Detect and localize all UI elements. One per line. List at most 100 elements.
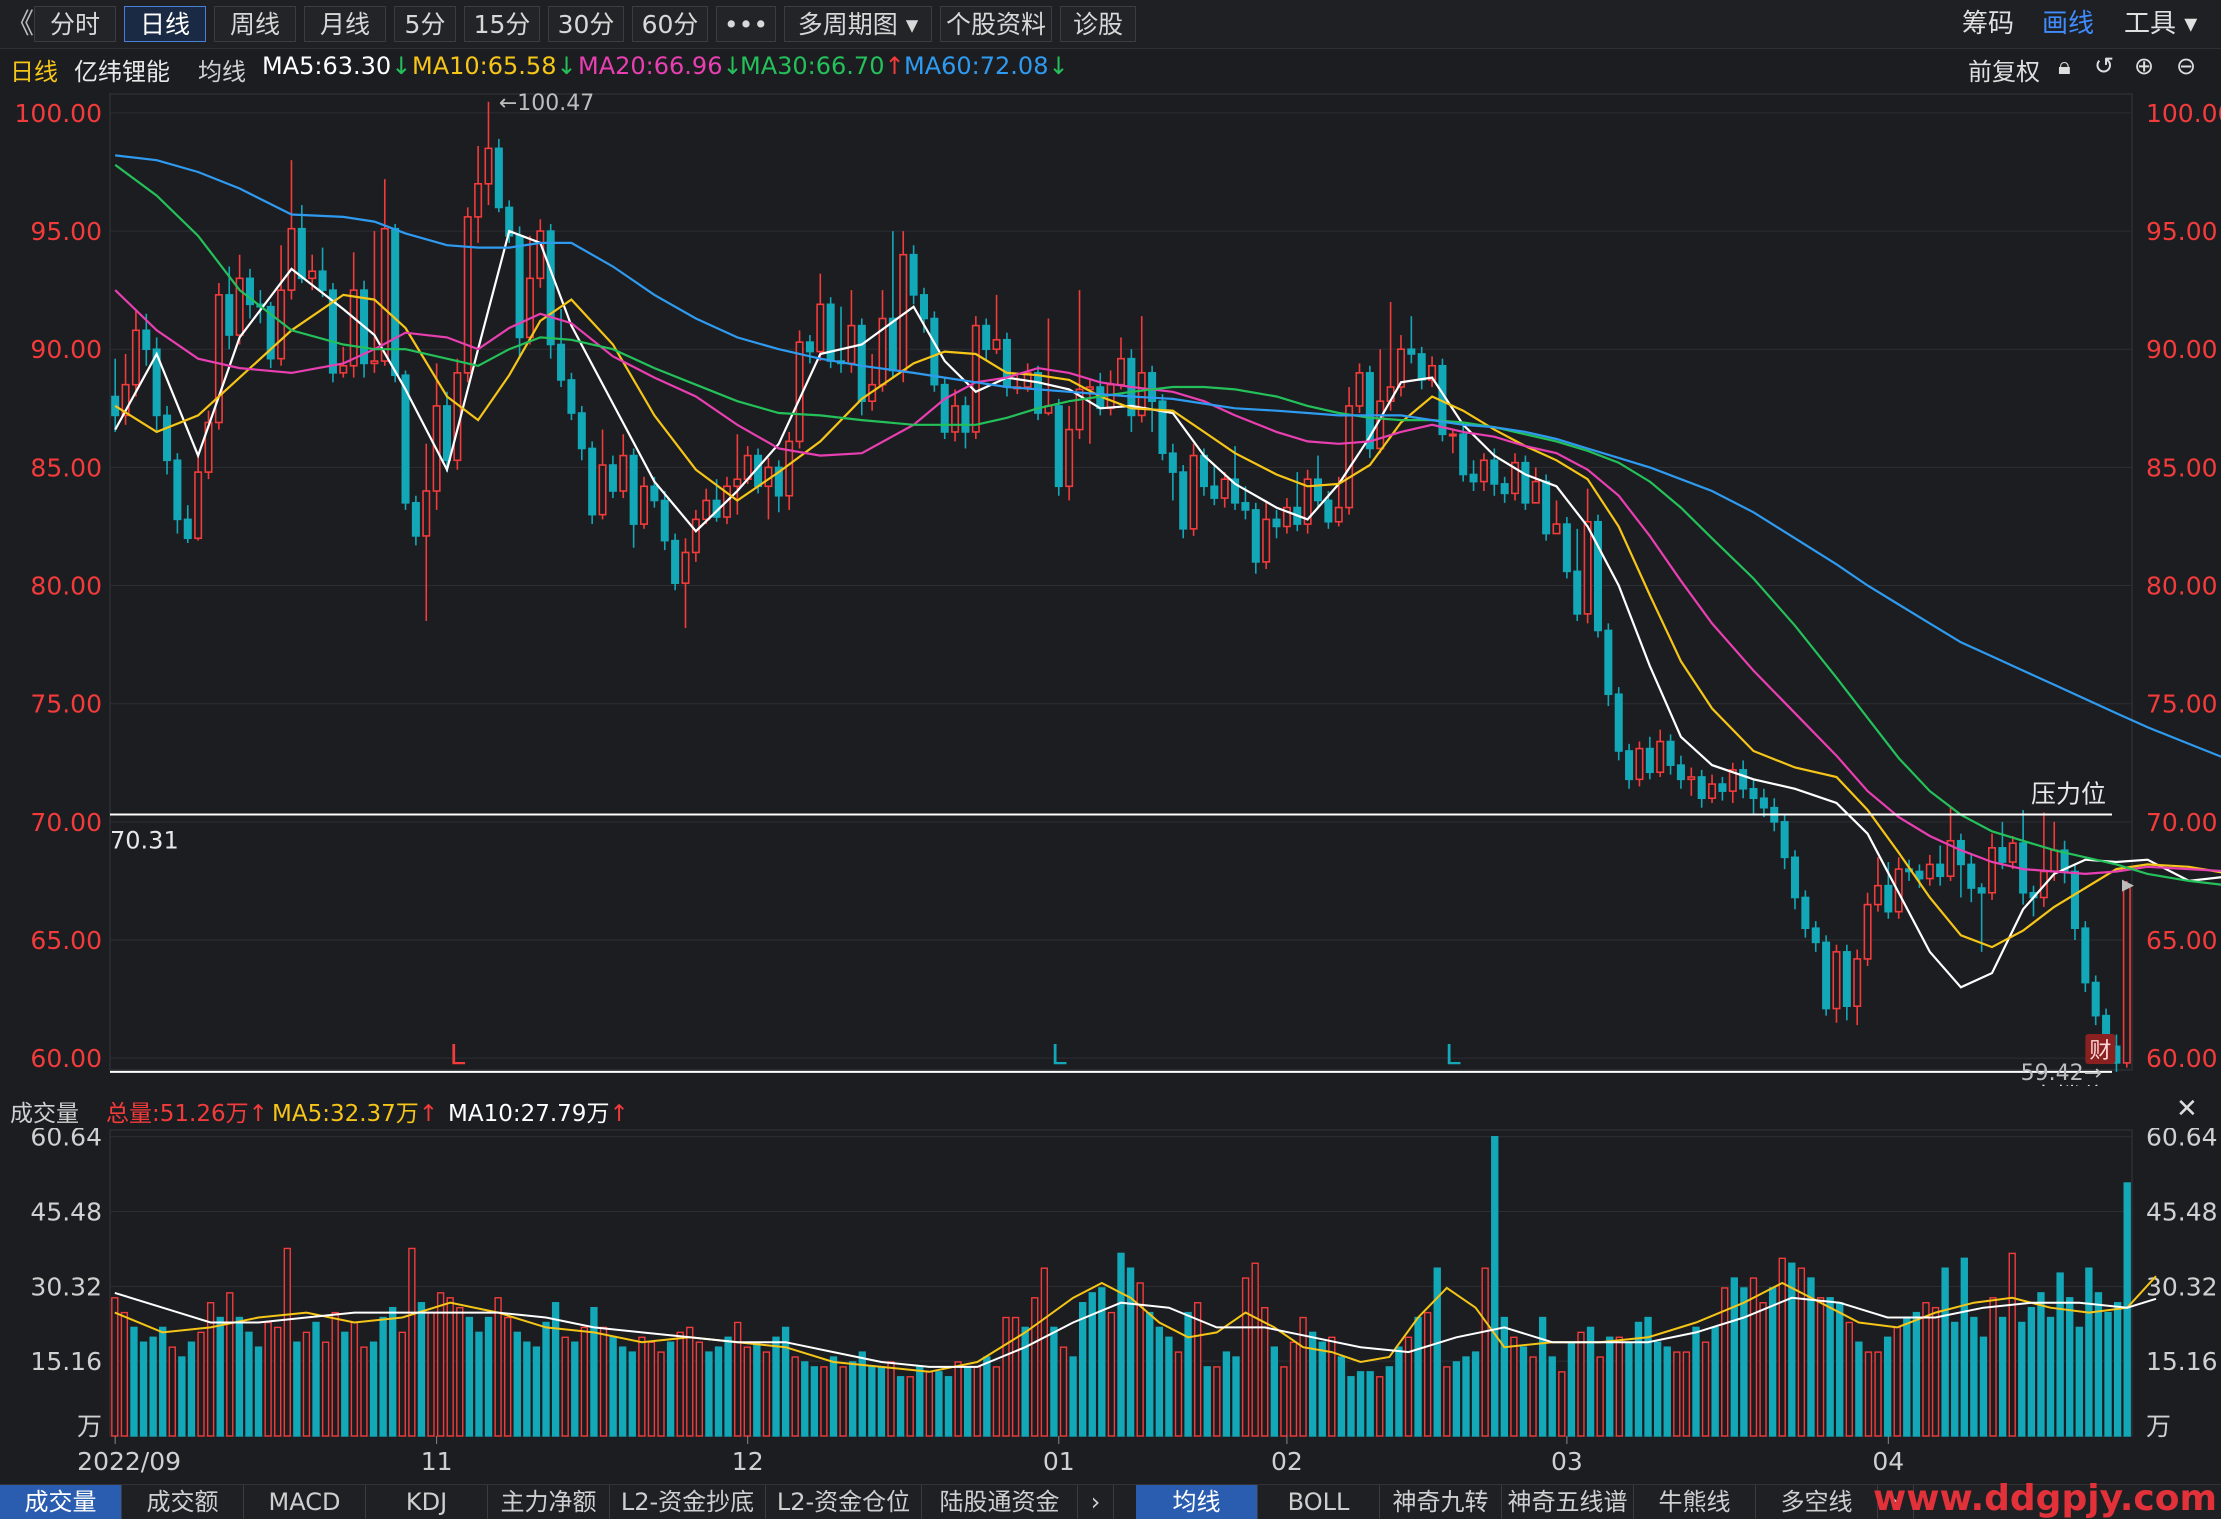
- candle-194: [2122, 880, 2131, 1068]
- volume-bar-135: [1404, 1336, 1413, 1437]
- toolbar-button-0[interactable]: 分时: [34, 6, 116, 42]
- volume-bar-183: [1864, 1351, 1873, 1437]
- volume-bar-52: [609, 1336, 617, 1437]
- ma-line-MA60: [115, 154, 2221, 758]
- toolbar-button-10[interactable]: 个股资料: [940, 6, 1052, 42]
- volume-bar-139: [1443, 1366, 1451, 1437]
- tab-right-1[interactable]: BOLL: [1258, 1485, 1380, 1519]
- volume-bar-82: [896, 1376, 905, 1437]
- toolbar-button-1[interactable]: 日线: [124, 6, 206, 42]
- tab-left-6[interactable]: L2-资金仓位: [766, 1485, 922, 1519]
- toolbar-button-11[interactable]: 诊股: [1060, 6, 1136, 42]
- volume-bar-160: [1644, 1316, 1652, 1437]
- y-tick-left-6: 70.00: [30, 808, 102, 837]
- candle-172: [1894, 857, 1903, 919]
- volume-bar-107: [1136, 1282, 1144, 1437]
- candle-135: [1511, 453, 1520, 501]
- volume-bar-190: [1931, 1306, 1940, 1437]
- candle-76: [899, 231, 908, 383]
- candle-10: [214, 283, 223, 430]
- candle-13: [245, 268, 254, 319]
- tab-left-4[interactable]: 主力净额: [488, 1485, 610, 1519]
- tab-right-5[interactable]: 多空线: [1756, 1485, 1878, 1519]
- candle-57: [702, 488, 711, 525]
- back-chevron-icon[interactable]: 《: [6, 7, 35, 40]
- zoom-in-icon[interactable]: ⊕: [2134, 52, 2155, 80]
- tab-right-4[interactable]: 牛熊线: [1634, 1485, 1756, 1519]
- zoom-out-icon[interactable]: ⊖: [2176, 52, 2197, 80]
- candle-35: [474, 145, 483, 243]
- candle-103: [1179, 465, 1188, 539]
- volume-bar-10: [206, 1302, 215, 1437]
- candle-97: [1116, 337, 1126, 390]
- volume-bar-75: [829, 1356, 838, 1437]
- tab-right-0[interactable]: 均线: [1136, 1485, 1258, 1519]
- candle-11: [225, 266, 234, 350]
- candle-6: [173, 453, 182, 534]
- candle-44: [567, 372, 576, 421]
- candle-110: [1251, 502, 1260, 574]
- volume-bar-17: [274, 1326, 282, 1437]
- toolbar-button-3[interactable]: 月线: [304, 6, 386, 42]
- volume-bar-138: [1433, 1267, 1441, 1437]
- volume-bar-72: [801, 1361, 809, 1437]
- volume-bar-33: [427, 1311, 435, 1437]
- toolbar-button-7[interactable]: 60分: [632, 6, 708, 42]
- candle-125: [1407, 316, 1416, 364]
- candle-23: [349, 252, 358, 378]
- tab-right-2[interactable]: 神奇九转: [1380, 1485, 1502, 1519]
- tab-left-3[interactable]: KDJ: [366, 1485, 488, 1519]
- volume-bar-14: [245, 1331, 253, 1437]
- hline-value-0: 70.31: [110, 827, 179, 855]
- candle-181: [1988, 833, 1997, 900]
- toolbar-right-2[interactable]: 工具 ▾: [2124, 9, 2198, 39]
- volume-bar-28: [379, 1316, 387, 1437]
- ma-label[interactable]: 均线: [198, 58, 246, 86]
- marker-L-2: L: [1445, 1038, 1461, 1071]
- tab-left-1[interactable]: 成交额: [122, 1485, 244, 1519]
- tabs-more-left-icon[interactable]: ›: [1078, 1485, 1114, 1519]
- undo-icon[interactable]: ↺: [2094, 52, 2115, 80]
- y-tick-right-4: 80.00: [2146, 572, 2218, 601]
- toolbar-button-2[interactable]: 周线: [214, 6, 296, 42]
- lock-icon[interactable]: 🔒︎: [2058, 52, 2071, 80]
- y-tick-right-5: 75.00: [2146, 690, 2218, 719]
- candle-93: [1075, 290, 1084, 440]
- toolbar-right-0[interactable]: 筹码: [1962, 9, 2015, 39]
- toolbar-button-6[interactable]: 30分: [548, 6, 624, 42]
- volume-chart[interactable]: 60.64 60.64 45.48 45.48 30.32 30.32 15.16 15.16…: [0, 1128, 2221, 1484]
- volume-bar-42: [513, 1331, 521, 1437]
- price-chart[interactable]: 100.00 100.00 95.00 95.00 90.00 90.00 85.00 85.…: [0, 86, 2221, 1086]
- close-volume-icon[interactable]: ✕: [2176, 1094, 2198, 1124]
- volume-bar-54: [628, 1351, 636, 1437]
- y-tick-left-4: 80.00: [30, 572, 102, 601]
- toolbar-button-4[interactable]: 5分: [394, 6, 456, 42]
- x-tick-2: 12: [732, 1447, 764, 1476]
- vol-y-tick-right-3: 15.16: [2146, 1347, 2218, 1376]
- toolbar-button-9[interactable]: 多周期图 ▾: [784, 6, 932, 42]
- tab-left-2[interactable]: MACD: [244, 1485, 366, 1519]
- volume-bar-60: [686, 1326, 694, 1437]
- volume-bar-94: [1011, 1316, 1020, 1437]
- candle-140: [1562, 517, 1571, 579]
- volume-bar-180: [1836, 1302, 1844, 1437]
- tab-left-5[interactable]: L2-资金抄底: [610, 1485, 766, 1519]
- tab-right-3[interactable]: 神奇五线谱: [1502, 1485, 1634, 1519]
- volume-bar-63: [714, 1346, 723, 1437]
- candle-134: [1500, 476, 1509, 503]
- tabs-more-right-icon[interactable]: ›: [1878, 1485, 1914, 1519]
- adjust-mode[interactable]: 前复权: [1968, 58, 2040, 86]
- volume-bar-125: [1308, 1331, 1317, 1437]
- candle-31: [432, 363, 441, 510]
- volume-bar-182: [1855, 1341, 1863, 1437]
- volume-bar-11: [216, 1316, 224, 1437]
- toolbar-right-1[interactable]: 画线: [2042, 9, 2095, 39]
- tab-left-0[interactable]: 成交量: [0, 1485, 122, 1519]
- y-tick-left-1: 95.00: [30, 217, 102, 246]
- x-tick-4: 02: [1271, 1447, 1303, 1476]
- vol-y-tick-left-1: 45.48: [30, 1198, 102, 1227]
- toolbar-button-5[interactable]: 15分: [464, 6, 540, 42]
- toolbar-button-8[interactable]: •••: [716, 6, 776, 42]
- tab-left-7[interactable]: 陆股通资金: [922, 1485, 1078, 1519]
- volume-bar-86: [935, 1371, 943, 1437]
